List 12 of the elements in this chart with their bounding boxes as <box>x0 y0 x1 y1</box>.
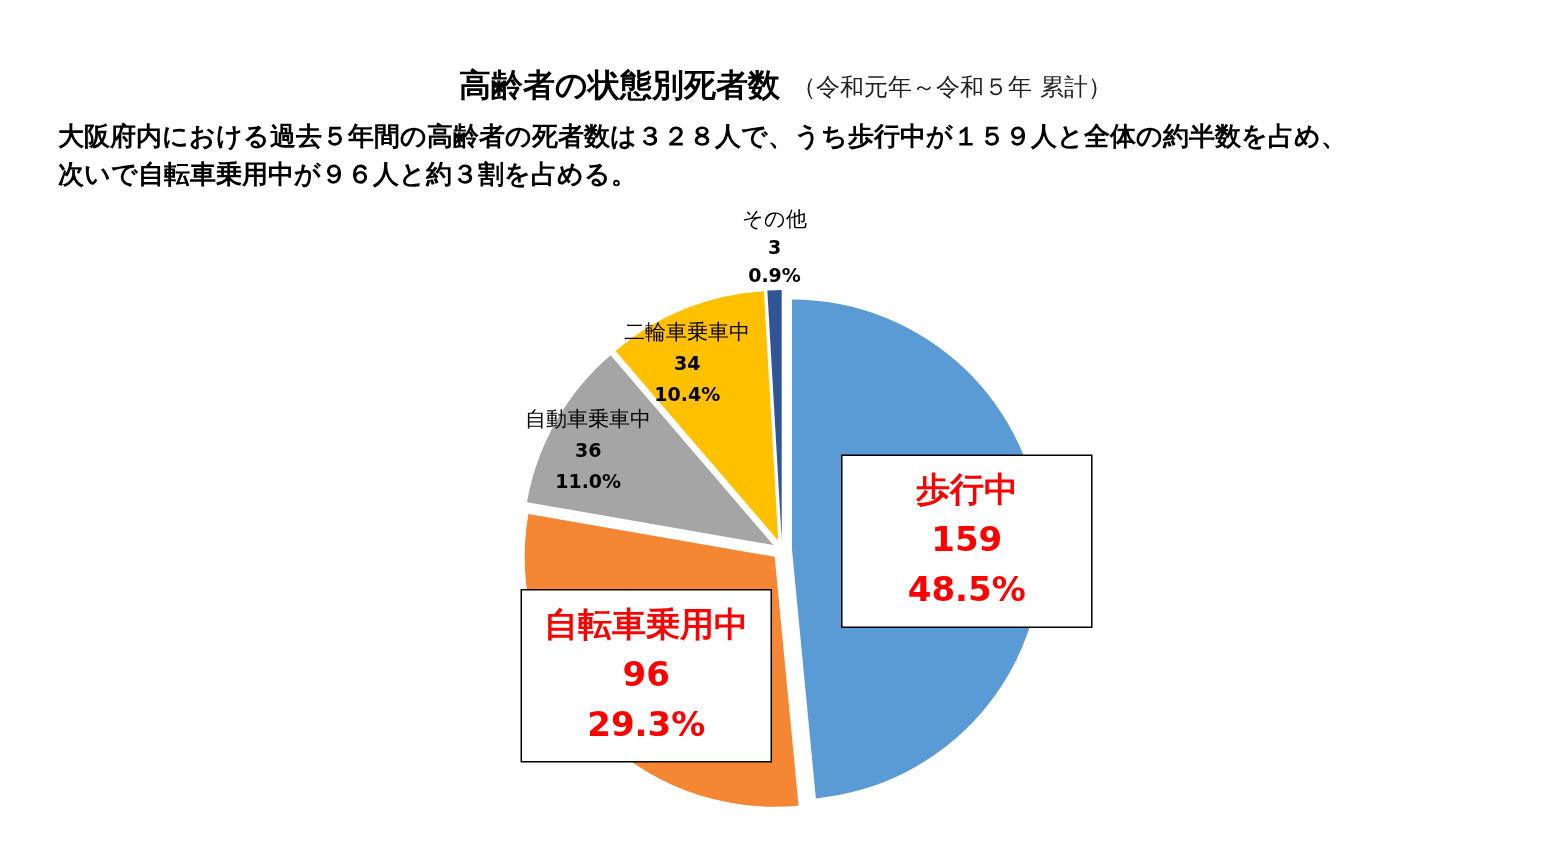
data-label: 3 0.9% <box>748 236 801 287</box>
data-label: 34 10.4% <box>654 352 721 406</box>
slice-label: 歩行中 <box>914 469 1018 510</box>
chart-subtitle: （令和元年～令和５年 累計） <box>792 73 1112 101</box>
text: 大阪府内における過去５年間の高齢者の死者数は３２８人で、うち歩行中が１５９人と全体の約半数を占め、次いで自転車乗用中が９６人と約３割を占める。 <box>58 121 1347 189</box>
chart-title: 高齢者の状態別死者数 <box>459 66 781 104</box>
slice-label: 自転車乗用中 <box>544 603 749 644</box>
data-label: 96 29.3% <box>587 653 706 744</box>
data-label: 159 48.5% <box>907 519 1026 610</box>
slice-label: その他 <box>742 207 808 232</box>
slice-label: 自動車乗車中 <box>525 407 652 432</box>
data-label: 36 11.0% <box>555 439 622 493</box>
